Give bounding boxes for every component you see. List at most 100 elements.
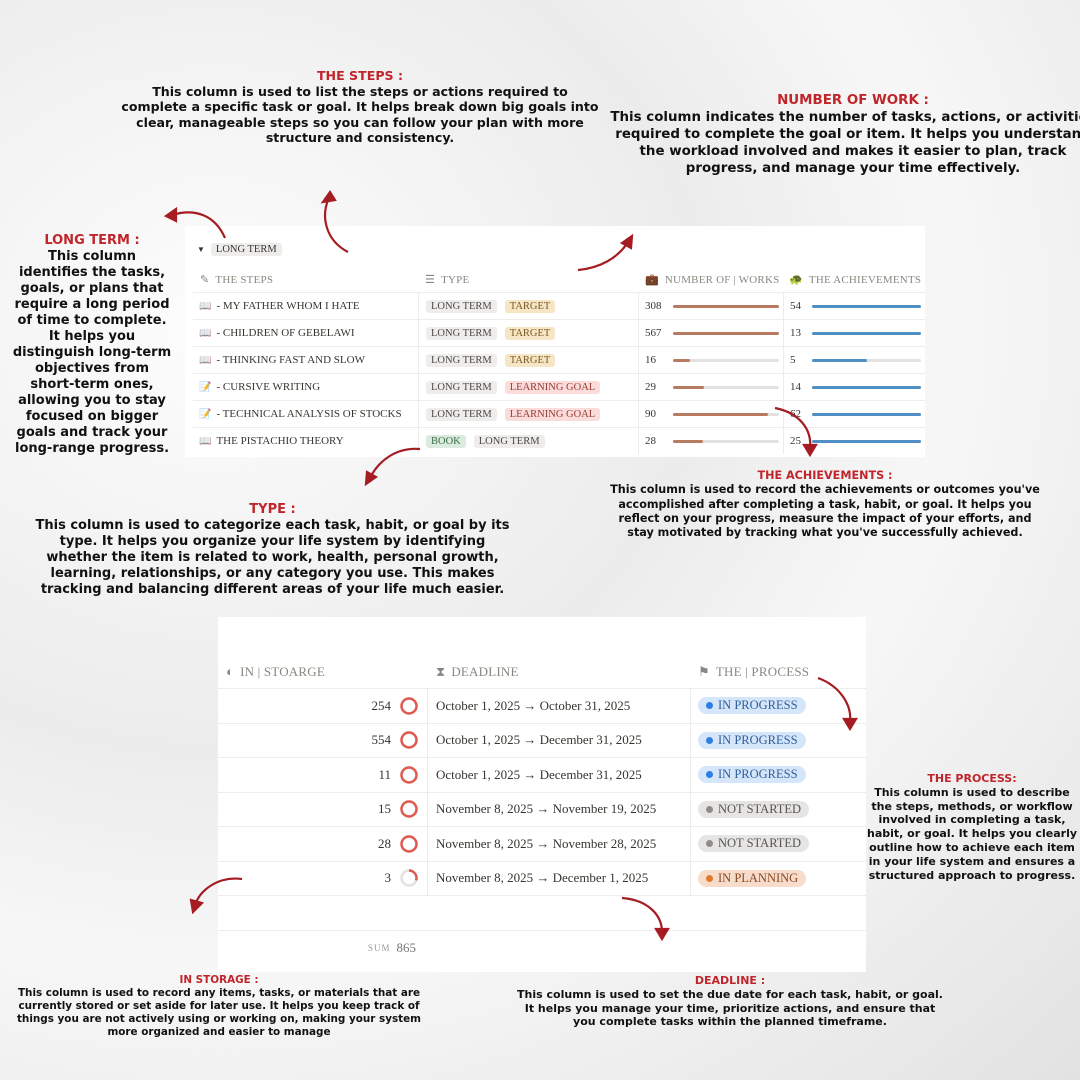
steps-cell[interactable]: 📖 - CHILDREN OF GEBELAWI: [199, 320, 417, 346]
deadline-cell[interactable]: October 1, 2025 → December 31, 2025: [427, 758, 690, 792]
deadline-cell[interactable]: October 1, 2025 → October 31, 2025: [427, 689, 690, 723]
note-body: This column is used to record any items,…: [16, 987, 422, 1038]
achievements-cell: 14: [783, 374, 925, 400]
header-process[interactable]: ⚑ THE | PROCESS: [698, 664, 809, 680]
arrowhead: [802, 443, 818, 458]
step-name: - CURSIVE WRITING: [216, 381, 321, 393]
table-row[interactable]: 254 October 1, 2025 → October 31, 2025 IN …: [218, 688, 866, 723]
table-row[interactable]: 📖 - CHILDREN OF GEBELAWI LONG TERM TARGET 56…: [193, 319, 925, 346]
note-steps: THE STEPS : This column is used to list …: [120, 68, 600, 146]
steps-cell[interactable]: 📖 - MY FATHER WHOM I HATE: [199, 293, 417, 319]
status-badge: NOT STARTED: [698, 800, 810, 818]
note-title: TYPE :: [249, 502, 296, 517]
process-cell[interactable]: NOT STARTED: [690, 792, 866, 826]
achievements-progress-bar: [812, 304, 921, 308]
process-cell[interactable]: IN PROGRESS: [690, 723, 866, 757]
achievements-progress-bar: [812, 412, 921, 416]
note-body: This column is used to categorize each t…: [35, 518, 510, 597]
works-progress-fill: [673, 412, 769, 416]
header-storage[interactable]: ◐ IN | STOARGE: [226, 664, 325, 680]
table-row[interactable]: 📝 - TECHNICAL ANALYSIS OF STOCKS LONG TERM…: [193, 400, 925, 427]
status-badge: IN PROGRESS: [698, 731, 806, 749]
table-row[interactable]: 📖 - MY FATHER WHOM I HATE LONG TERM TARGET 3…: [193, 292, 925, 319]
note-title: DEADLINE :: [694, 974, 766, 987]
works-progress-bar: [673, 331, 779, 335]
status-badge: IN PLANNING: [698, 869, 807, 887]
works-cell: 29: [638, 374, 783, 400]
works-progress-bar: [673, 385, 779, 389]
achievements-value: 5: [790, 354, 796, 366]
deadline-range: November 8, 2025 → November 28, 2025: [436, 835, 657, 851]
works-cell: 28: [638, 428, 783, 454]
table-row[interactable]: 28 November 8, 2025 → November 28, 2025 NO…: [218, 826, 866, 861]
steps-cell[interactable]: 📝 - TECHNICAL ANALYSIS OF STOCKS: [199, 401, 417, 427]
group-toggle[interactable]: ▼ LONG TERM: [197, 243, 290, 256]
achievements-value: 13: [790, 327, 801, 339]
status-badge: IN PROGRESS: [698, 766, 806, 784]
progress-ring-icon: [400, 800, 418, 818]
type-cell[interactable]: LONG TERM LEARNING GOAL: [418, 401, 638, 427]
deadline-cell[interactable]: November 8, 2025 → November 19, 2025: [427, 792, 690, 826]
type-tag: LONG TERM: [426, 326, 497, 340]
header-label: IN | STOARGE: [240, 664, 325, 679]
type-cell[interactable]: LONG TERM LEARNING GOAL: [418, 374, 638, 400]
works-cell: 90: [638, 401, 783, 427]
header-deadline[interactable]: ⧗ DEADLINE: [436, 664, 519, 680]
header-works[interactable]: 💼 NUMBER OF | WORKS: [645, 273, 779, 287]
long-term-table: ▼ LONG TERM ✎ THE STEPS ☰ TYPE 💼 NUMBER OF …: [185, 226, 925, 457]
status-dot-icon: [706, 702, 713, 710]
table-row[interactable]: 554 October 1, 2025 → December 31, 2025 IN…: [218, 722, 866, 758]
steps-cell[interactable]: 📖 - THINKING FAST AND SLOW: [199, 347, 417, 373]
turtle-icon: 🐢: [789, 274, 803, 286]
table-row[interactable]: 📖 - THINKING FAST AND SLOW LONG TERM TARGET…: [193, 346, 925, 373]
storage-value: 28: [378, 835, 391, 851]
storage-cell: 554: [218, 724, 427, 758]
type-cell[interactable]: LONG TERM TARGET: [418, 347, 638, 373]
table-row[interactable]: 📝 - CURSIVE WRITING LONG TERM LEARNING GOAL…: [193, 373, 925, 400]
arrow-steps: [324, 195, 349, 253]
works-progress-fill: [673, 331, 779, 335]
type-tag: LEARNING GOAL: [504, 380, 601, 394]
table-row[interactable]: 3 November 8, 2025 → December 1, 2025 IN P…: [218, 860, 866, 895]
type-cell[interactable]: BOOK LONG TERM: [418, 428, 638, 454]
steps-cell[interactable]: 📝 - CURSIVE WRITING: [199, 374, 417, 400]
type-cell[interactable]: LONG TERM TARGET: [418, 293, 638, 319]
status-badge: NOT STARTED: [698, 835, 810, 853]
storage-value: 3: [384, 870, 392, 886]
works-cell: 308: [638, 293, 783, 319]
ring-fill: [400, 869, 418, 887]
status-dot-icon: [706, 805, 713, 813]
note-process: THE PROCESS: This column is used to desc…: [864, 772, 1080, 882]
header-type[interactable]: ☰ TYPE: [425, 273, 469, 287]
empty-row[interactable]: [218, 895, 866, 930]
feather-icon: ✎: [200, 274, 210, 286]
process-cell[interactable]: NOT STARTED: [690, 827, 866, 861]
book-icon: 📖: [199, 354, 212, 366]
sum-value: 865: [396, 939, 417, 955]
works-progress-fill: [673, 304, 779, 308]
header-steps[interactable]: ✎ THE STEPS: [200, 273, 273, 287]
ring-fill: [400, 800, 418, 818]
process-cell[interactable]: IN PROGRESS: [690, 689, 866, 723]
table-row[interactable]: 📖 THE PISTACHIO THEORY BOOK LONG TERM 28 25: [193, 427, 925, 454]
arrow-achievements: [774, 406, 812, 449]
process-cell[interactable]: IN PLANNING: [690, 861, 866, 895]
arrowhead: [163, 206, 178, 223]
steps-cell[interactable]: 📖 THE PISTACHIO THEORY: [199, 428, 417, 454]
achievements-progress-bar: [812, 331, 921, 335]
step-name: - TECHNICAL ANALYSIS OF STOCKS: [216, 408, 402, 420]
deadline-cell[interactable]: November 8, 2025 → November 28, 2025: [427, 827, 690, 861]
deadline-cell[interactable]: October 1, 2025 → December 31, 2025: [427, 723, 690, 757]
works-value: 16: [645, 354, 656, 366]
table-row[interactable]: 15 November 8, 2025 → November 19, 2025 NO…: [218, 791, 866, 826]
note-work: NUMBER OF WORK : This column indicates t…: [603, 92, 1080, 177]
status-dot-icon: [706, 840, 713, 848]
deadline-cell[interactable]: November 8, 2025 → December 1, 2025: [427, 861, 690, 895]
note-body: This column is used to describe the step…: [866, 785, 1078, 882]
header-achievements[interactable]: 🐢 THE ACHIEVEMENTS: [789, 273, 921, 287]
type-tag: BOOK: [426, 434, 466, 448]
table-row[interactable]: 11 October 1, 2025 → December 31, 2025 IN …: [218, 757, 866, 792]
process-cell[interactable]: IN PROGRESS: [690, 758, 866, 792]
type-cell[interactable]: LONG TERM TARGET: [418, 320, 638, 346]
note-title: LONG TERM :: [44, 233, 140, 248]
